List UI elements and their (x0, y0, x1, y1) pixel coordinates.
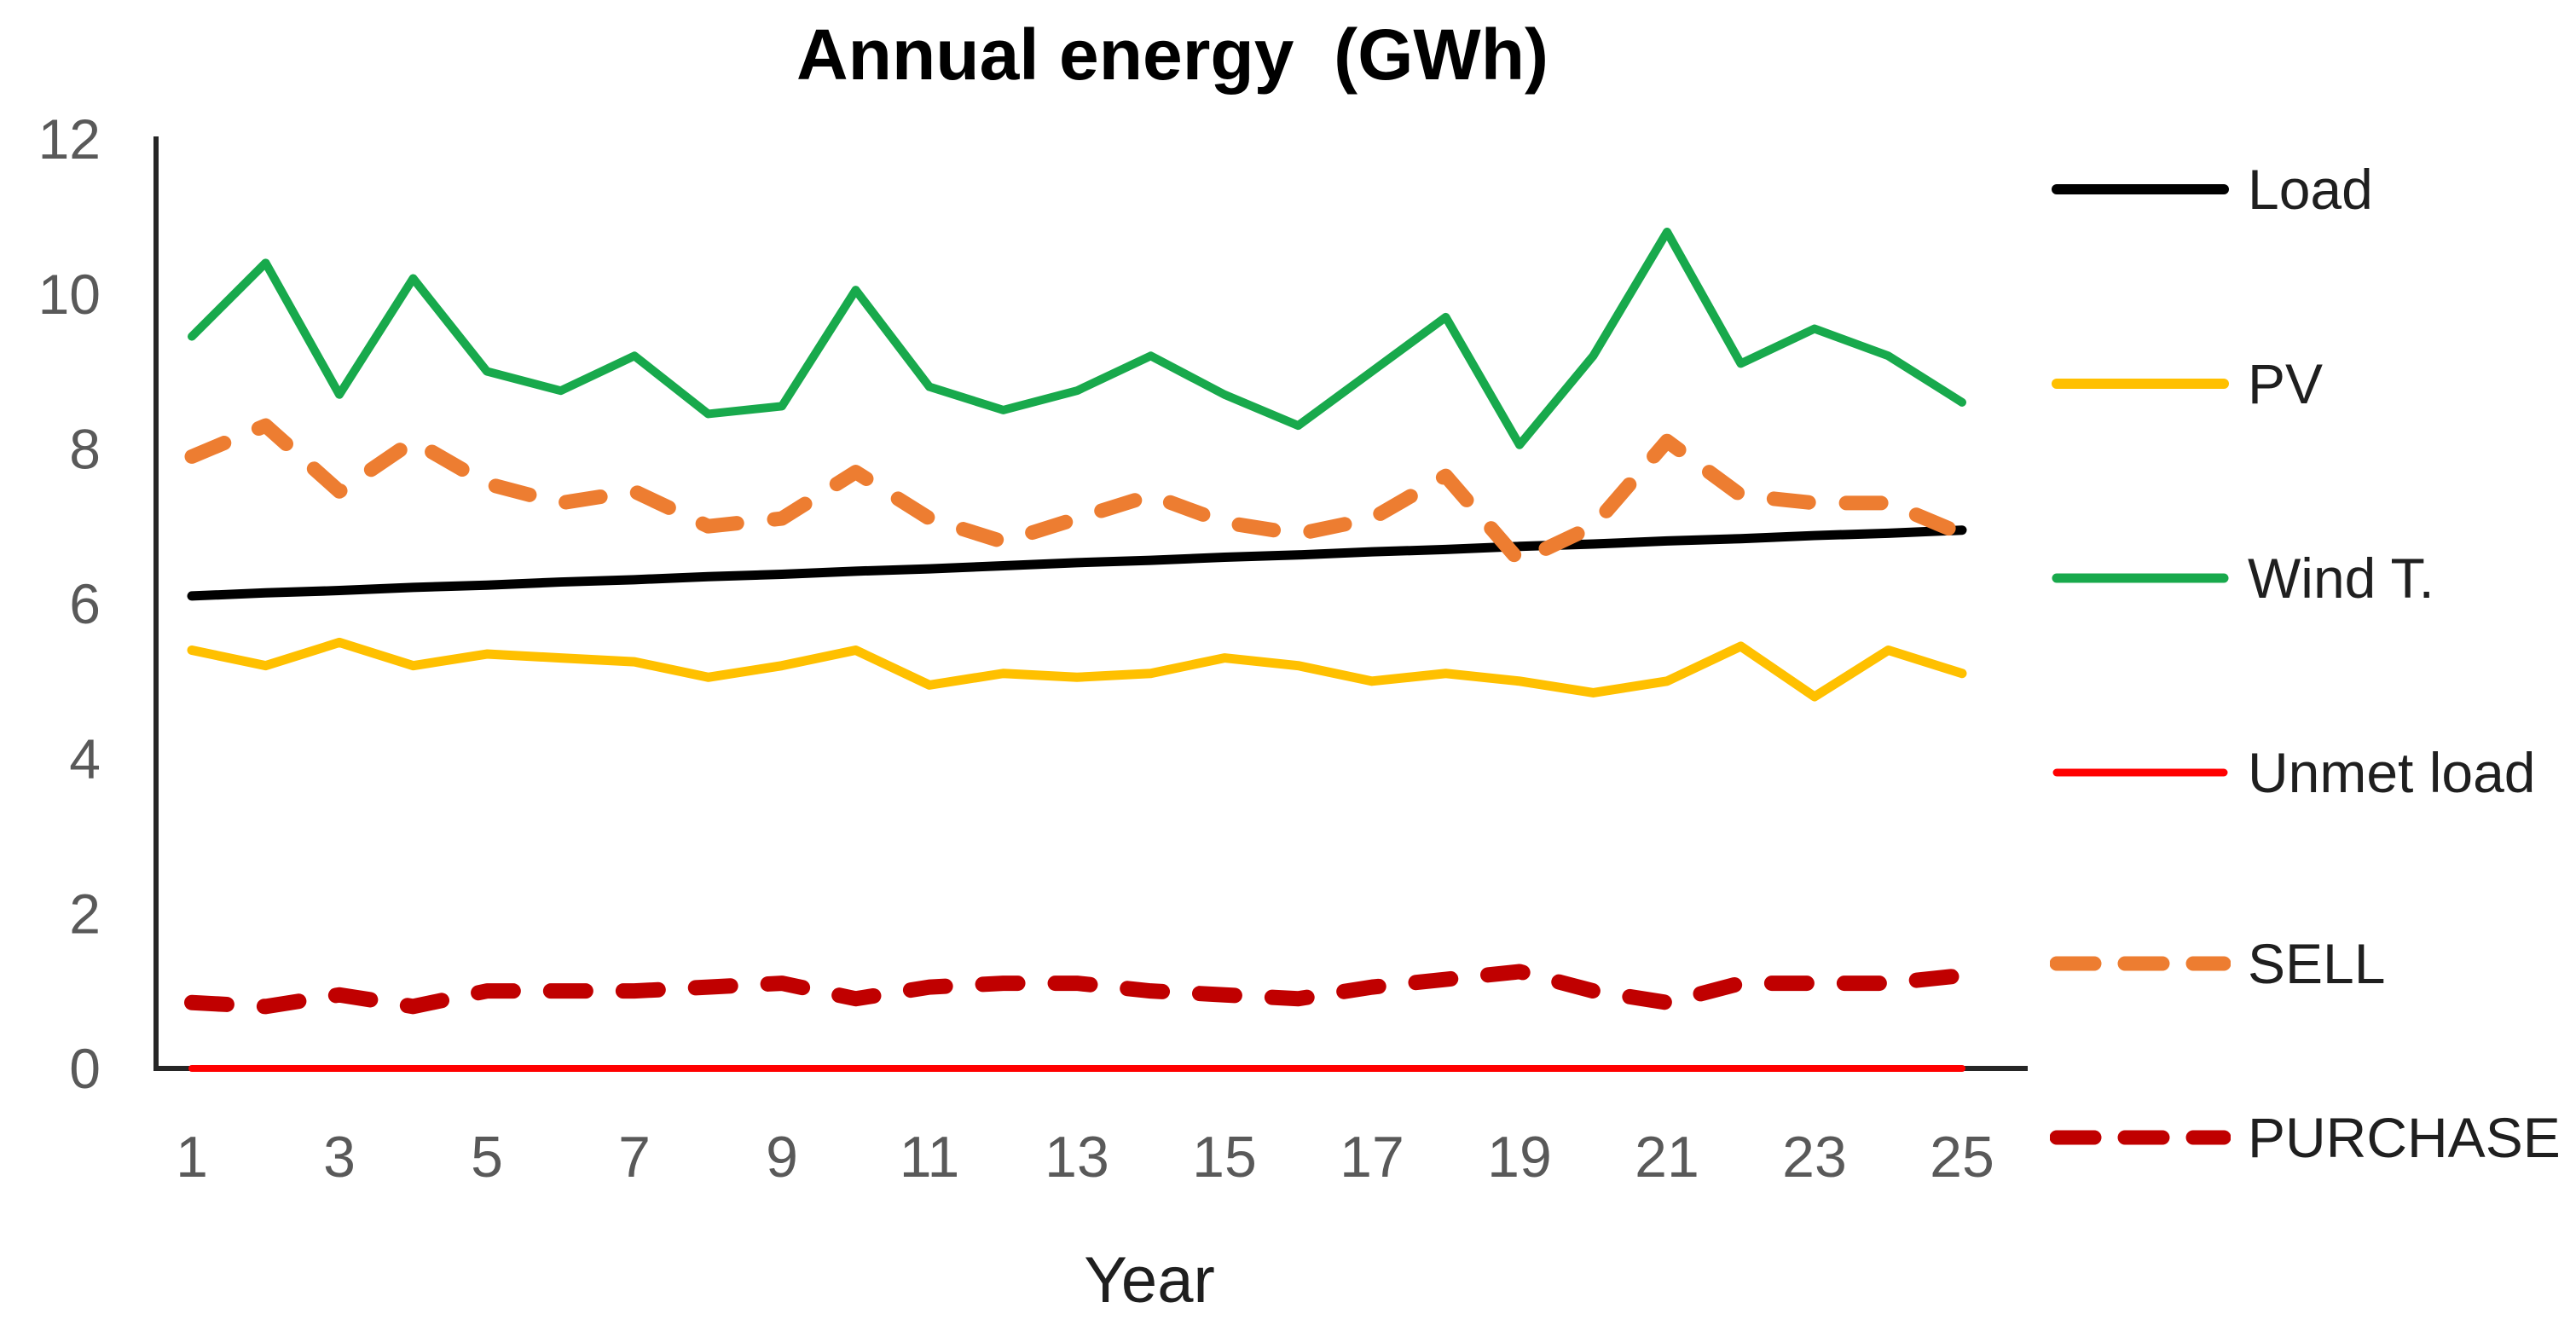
x-tick-label: 25 (1930, 1125, 1994, 1190)
legend-swatch-unmet-load (2052, 768, 2228, 777)
series-line-pv (187, 637, 1967, 702)
x-tick-label: 11 (900, 1125, 960, 1190)
legend-item-sell: SELL (2050, 932, 2385, 995)
x-tick-label: 7 (618, 1125, 651, 1190)
chart-title: Annual energy (GWh) (796, 14, 1548, 95)
legend: Load PV Wind T. Unmet load SELL PURCHASE (2050, 0, 2574, 1343)
series-line-wind-t- (188, 228, 1966, 449)
legend-label: Wind T. (2248, 547, 2434, 610)
legend-swatch-load (2052, 184, 2229, 194)
legend-item-pv: PV (2050, 352, 2323, 415)
legend-item-unmet-load: Unmet load (2050, 741, 2536, 804)
x-tick-label: 19 (1487, 1125, 1552, 1190)
legend-label: PV (2248, 352, 2324, 415)
x-tick-label: 21 (1635, 1125, 1699, 1190)
legend-label: Unmet load (2248, 741, 2536, 804)
legend-label: PURCHASE (2248, 1106, 2561, 1169)
legend-label: Load (2248, 158, 2373, 221)
y-tick-label: 10 (38, 263, 101, 326)
x-axis-title: Year (1084, 1244, 1215, 1317)
x-tick-label: 9 (766, 1125, 798, 1190)
x-tick-label: 17 (1340, 1125, 1404, 1190)
y-tick-label: 12 (38, 107, 101, 171)
y-tick-label: 6 (69, 572, 101, 635)
series-line-load (187, 525, 1967, 601)
x-tick-label: 5 (471, 1125, 503, 1190)
x-tick-label: 15 (1192, 1125, 1257, 1190)
y-tick-label: 2 (69, 882, 101, 945)
y-tick-label: 8 (69, 417, 101, 480)
x-tick-label: 23 (1782, 1125, 1847, 1190)
y-tick-label: 4 (69, 727, 101, 790)
legend-swatch-purchase (2050, 1130, 2231, 1145)
legend-swatch-pv (2052, 379, 2229, 389)
x-tick-label: 13 (1045, 1125, 1109, 1190)
x-tick-label: 1 (176, 1125, 208, 1190)
y-tick-label: 0 (69, 1037, 101, 1100)
series-line-sell (184, 418, 1970, 569)
legend-item-load: Load (2050, 158, 2373, 221)
legend-item-purchase: PURCHASE (2050, 1106, 2561, 1169)
series-line-purchase (184, 964, 1970, 1015)
x-tick-label: 3 (323, 1125, 356, 1190)
legend-swatch-wind-t- (2052, 573, 2229, 583)
legend-label: SELL (2248, 932, 2386, 995)
legend-swatch-sell (2050, 956, 2231, 971)
legend-item-wind-t-: Wind T. (2050, 547, 2434, 610)
